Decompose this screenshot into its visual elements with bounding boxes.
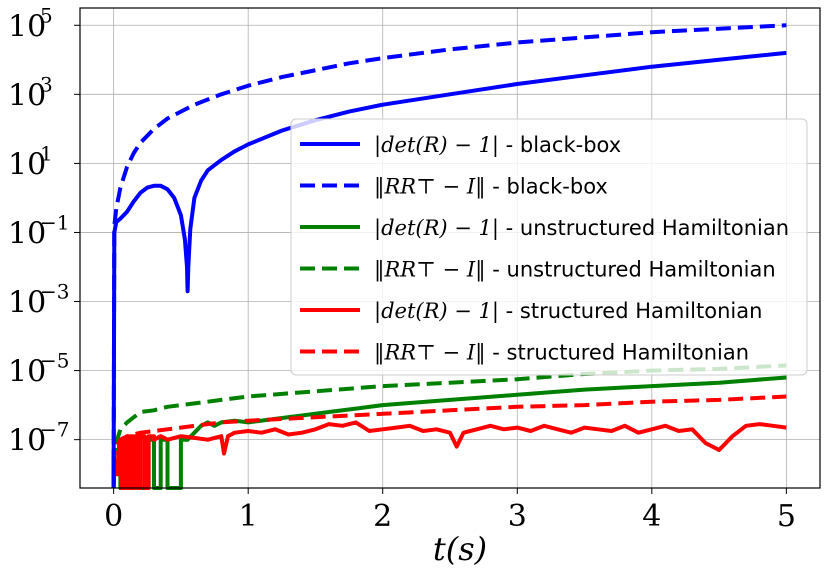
legend-math: ‖RR⊤ − I‖ bbox=[374, 175, 486, 200]
legend-entry: |det(R) − 1| - structured Hamiltonian bbox=[300, 299, 762, 324]
y-tick-power: −1 bbox=[40, 210, 69, 234]
y-tick-power: −7 bbox=[40, 418, 69, 442]
x-tick-label: 4 bbox=[642, 499, 661, 534]
y-tick-power: −3 bbox=[40, 280, 69, 304]
legend-math: |det(R) − 1| bbox=[374, 216, 499, 241]
legend-entry: ‖RR⊤ − I‖ - unstructured Hamiltonian bbox=[300, 258, 776, 283]
series-line-uh-orth bbox=[111, 363, 787, 489]
legend-math: |det(R) − 1| bbox=[374, 299, 499, 324]
legend-label: ‖RR⊤ − I‖ - structured Hamiltonian bbox=[374, 341, 749, 366]
legend-suffix: - black-box bbox=[499, 133, 621, 157]
y-tick-power: 1 bbox=[40, 141, 53, 165]
legend-suffix: - black-box bbox=[486, 175, 608, 199]
legend-math: |det(R) − 1| bbox=[374, 133, 499, 158]
legend-label: ‖RR⊤ − I‖ - black-box bbox=[374, 175, 608, 200]
legend-suffix: - unstructured Hamiltonian bbox=[486, 258, 776, 282]
legend: |det(R) − 1| - black-box‖RR⊤ − I‖ - blac… bbox=[290, 118, 808, 376]
y-tick-label: 10−3 bbox=[8, 280, 69, 321]
y-tick-label: 105 bbox=[8, 3, 53, 44]
legend-entry: ‖RR⊤ − I‖ - structured Hamiltonian bbox=[300, 341, 749, 366]
y-tick-power: 3 bbox=[40, 72, 53, 96]
y-tick-label: 103 bbox=[8, 72, 53, 113]
legend-box bbox=[290, 118, 808, 376]
y-tick-label: 101 bbox=[8, 141, 53, 182]
y-tick-base: 10 bbox=[8, 286, 46, 321]
y-tick-base: 10 bbox=[8, 147, 46, 182]
y-tick-power: −5 bbox=[40, 349, 69, 373]
series-line-bb-det bbox=[111, 50, 787, 489]
legend-label: |det(R) − 1| - black-box bbox=[374, 133, 621, 158]
legend-label: ‖RR⊤ − I‖ - unstructured Hamiltonian bbox=[374, 258, 776, 283]
legend-entry: |det(R) − 1| - black-box bbox=[300, 133, 621, 158]
y-tick-base: 10 bbox=[8, 355, 46, 390]
series-line-sh-det bbox=[111, 420, 787, 490]
series-line-sh-orth bbox=[111, 394, 787, 489]
legend-math: ‖RR⊤ − I‖ bbox=[374, 258, 486, 283]
legend-label: |det(R) − 1| - structured Hamiltonian bbox=[374, 299, 762, 324]
legend-entry: ‖RR⊤ − I‖ - black-box bbox=[300, 175, 608, 200]
legend-suffix: - structured Hamiltonian bbox=[499, 299, 762, 323]
y-tick-base: 10 bbox=[8, 78, 46, 113]
y-tick-label: 10−5 bbox=[8, 349, 69, 390]
y-tick-base: 10 bbox=[8, 216, 46, 251]
x-tick-label: 5 bbox=[777, 499, 796, 534]
legend-label: |det(R) − 1| - unstructured Hamiltonian bbox=[374, 216, 789, 241]
x-tick-label: 3 bbox=[508, 499, 527, 534]
series-line-bb-orth bbox=[111, 23, 787, 489]
y-tick-label: 10−1 bbox=[8, 210, 69, 251]
x-tick-label: 2 bbox=[373, 499, 392, 534]
legend-math: ‖RR⊤ − I‖ bbox=[374, 341, 486, 366]
plot-frame bbox=[79, 7, 821, 489]
y-tick-power: 5 bbox=[40, 3, 53, 27]
legend-entry: |det(R) − 1| - unstructured Hamiltonian bbox=[300, 216, 789, 241]
x-axis-label: t(s) bbox=[433, 530, 487, 568]
x-tick-label: 1 bbox=[239, 499, 258, 534]
y-tick-base: 10 bbox=[8, 424, 46, 459]
y-tick-base: 10 bbox=[8, 9, 46, 44]
y-tick-label: 10−7 bbox=[8, 418, 69, 459]
x-tick-label: 0 bbox=[104, 499, 123, 534]
legend-suffix: - structured Hamiltonian bbox=[486, 341, 749, 365]
legend-suffix: - unstructured Hamiltonian bbox=[499, 216, 789, 240]
